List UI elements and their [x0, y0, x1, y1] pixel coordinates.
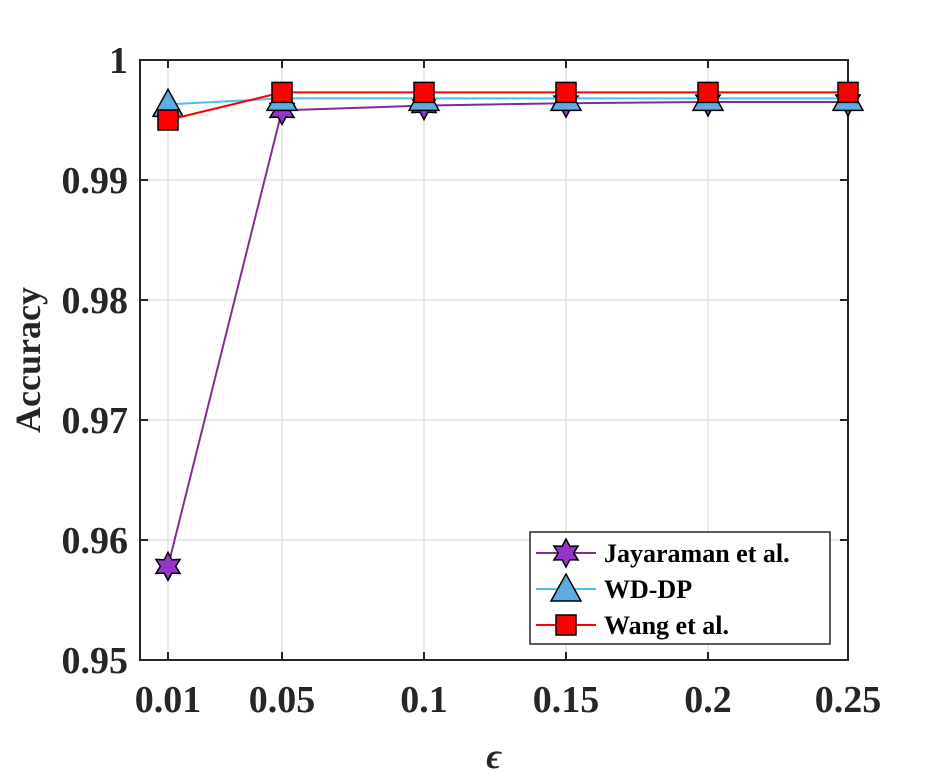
- y-tick-label: 1: [109, 40, 128, 82]
- legend-marker-wang-et-al: [555, 614, 577, 636]
- data-point-jayaraman-et-al: [154, 550, 182, 583]
- x-tick-label: 0.01: [135, 679, 202, 721]
- series-wang-et-al: [157, 81, 859, 131]
- data-point-wang-et-al: [413, 81, 435, 104]
- x-tick-label: 0.15: [533, 679, 600, 721]
- legend-entry-wang-et-al: Wang et al.: [536, 611, 729, 640]
- y-tick-label: 0.96: [62, 520, 129, 562]
- series-line-wang-et-al: [167, 91, 848, 121]
- plot-frame: [139, 59, 849, 661]
- y-tick-label: 0.95: [62, 640, 129, 682]
- legend-entry-jayaraman-et-al: Jayaraman et al.: [536, 537, 790, 569]
- series-line-jayaraman-et-al: [167, 101, 848, 567]
- data-point-wang-et-al: [697, 81, 719, 104]
- data-point-wang-et-al: [271, 81, 293, 104]
- grid: [140, 59, 849, 661]
- legend-label-wang-et-al: Wang et al.: [604, 611, 729, 640]
- series-layer: [151, 81, 865, 583]
- legend-label-jayaraman-et-al: Jayaraman et al.: [604, 539, 790, 568]
- y-tick-label: 0.99: [62, 160, 129, 202]
- x-tick-label: 0.05: [249, 679, 316, 721]
- legend-marker-wd-dp: [549, 572, 583, 602]
- data-point-wang-et-al: [837, 81, 859, 104]
- y-tick-label: 0.97: [62, 400, 129, 442]
- axis-ticks: 0.01 0.05 0.1 0.15 0.2 0.25 0.95 0.96 0.97 0.98 0.…: [62, 40, 882, 721]
- legend-label-wd-dp: WD-DP: [604, 575, 692, 604]
- data-point-wang-et-al: [555, 81, 577, 104]
- y-tick-label: 0.98: [62, 280, 129, 322]
- legend: Jayaraman et al. WD-DP Wang et al.: [529, 531, 831, 645]
- x-axis-label: ϵ: [486, 736, 502, 776]
- x-tick-label: 0.1: [400, 679, 448, 721]
- x-tick-label: 0.25: [815, 679, 882, 721]
- data-point-wang-et-al: [157, 109, 179, 131]
- x-tick-label: 0.2: [684, 679, 732, 721]
- legend-marker-jayaraman-et-al: [552, 537, 580, 569]
- series-line-wd-dp: [167, 97, 848, 106]
- y-axis-label: Accuracy: [8, 287, 48, 433]
- legend-entry-wd-dp: WD-DP: [536, 572, 692, 604]
